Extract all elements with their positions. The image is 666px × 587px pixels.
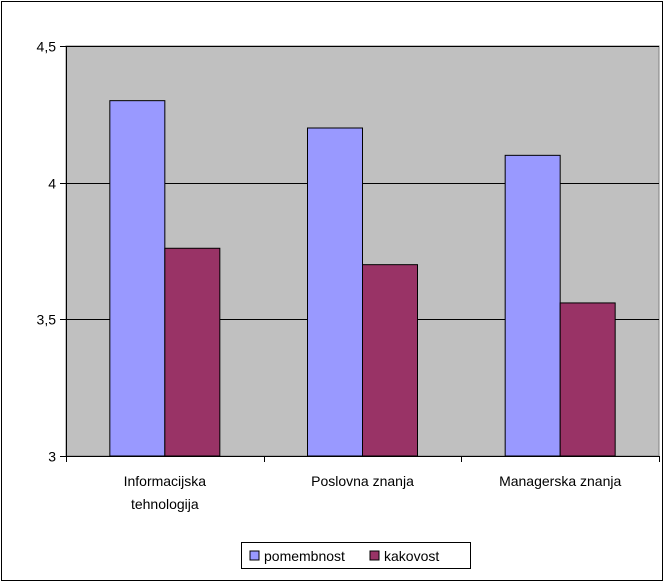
bar-pomembnost <box>504 154 561 457</box>
legend-swatch-kakovost <box>369 550 380 561</box>
y-tick-label: 3 <box>48 449 56 465</box>
x-tick-label: Informacijska tehnologija <box>124 473 207 512</box>
y-tick-label: 4 <box>48 176 56 192</box>
bar-pomembnost <box>307 127 363 457</box>
bar-kakovost <box>559 302 616 457</box>
legend: pomembnost kakovost <box>241 542 471 569</box>
legend-box <box>241 542 471 569</box>
legend-label-kakovost: kakovost <box>384 548 439 564</box>
y-tick-label: 3,5 <box>37 312 57 328</box>
y-tick-label: 4,5 <box>37 39 57 55</box>
bar-kakovost <box>362 264 418 457</box>
x-tick-label: Poslovna znanja <box>311 473 414 489</box>
legend-label-pomembnost: pomembnost <box>264 548 345 564</box>
y-axis: 3 3,5 4 4,5 <box>37 39 67 465</box>
x-axis: Informacijska tehnologija Poslovna znanja M… <box>66 456 660 512</box>
bar-pomembnost <box>109 100 166 457</box>
bar-kakovost <box>164 247 221 457</box>
plot-area <box>65 45 660 457</box>
x-tick-label: Managerska znanja <box>499 473 621 489</box>
legend-swatch-pomembnost <box>249 550 260 561</box>
